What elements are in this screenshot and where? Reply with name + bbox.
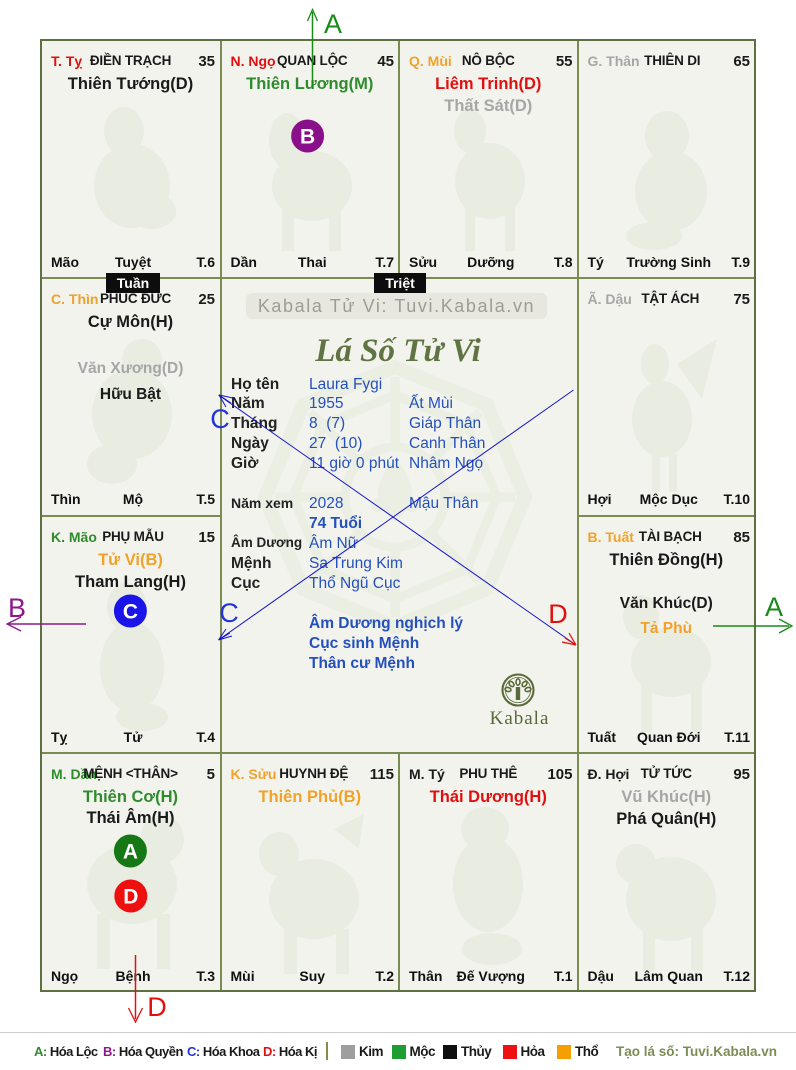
svg-text:A: A: [324, 9, 342, 39]
svg-text:A: A: [765, 592, 783, 622]
svg-text:D: D: [147, 992, 167, 1022]
svg-text:B: B: [8, 593, 26, 623]
